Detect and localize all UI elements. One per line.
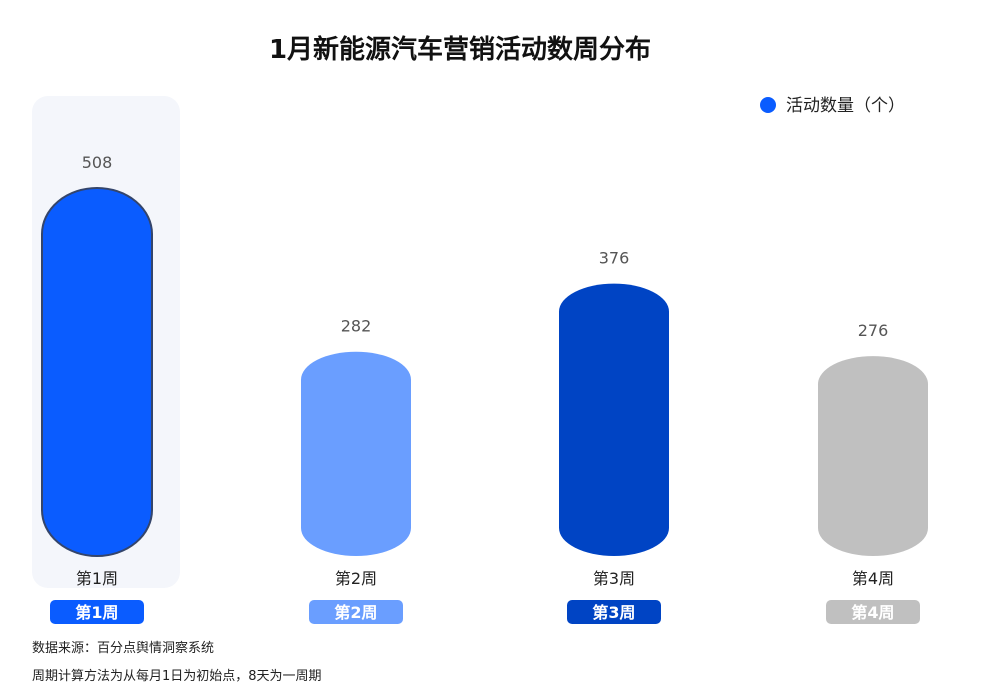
data-source-note: 数据来源：百分点舆情洞察系统 bbox=[32, 641, 215, 656]
week-pill-label-week-2: 第2周 bbox=[334, 603, 377, 622]
value-label-week-2: 282 bbox=[341, 317, 372, 336]
bar-week-3 bbox=[559, 283, 669, 556]
week-pill-label-week-4: 第4周 bbox=[851, 603, 894, 622]
bar-week-2 bbox=[301, 351, 411, 556]
period-method-note: 周期计算方法为从每月1日为初始点，8天为一周期 bbox=[32, 669, 322, 684]
week-pill-week-2 bbox=[309, 600, 403, 624]
category-label-week-1: 第1周 bbox=[76, 569, 118, 588]
week-pill-label-week-1: 第1周 bbox=[75, 603, 118, 622]
chart-title: 1月新能源汽车营销活动数周分布 bbox=[269, 34, 651, 65]
week-pill-week-3 bbox=[567, 600, 661, 624]
week-pill-label-week-3: 第3周 bbox=[592, 603, 635, 622]
value-label-week-3: 376 bbox=[599, 249, 630, 268]
week-pill-week-4 bbox=[826, 600, 920, 624]
value-label-week-1: 508 bbox=[82, 153, 113, 172]
bar-week-4 bbox=[818, 356, 928, 556]
legend-label: 活动数量（个） bbox=[786, 96, 905, 116]
bar-week-1 bbox=[41, 187, 153, 557]
legend-marker bbox=[760, 97, 776, 113]
category-label-week-3: 第3周 bbox=[593, 569, 635, 588]
category-label-week-2: 第2周 bbox=[335, 569, 377, 588]
week-pill-week-1 bbox=[50, 600, 144, 624]
value-label-week-4: 276 bbox=[858, 321, 889, 340]
category-label-week-4: 第4周 bbox=[852, 569, 894, 588]
legend: 活动数量（个） bbox=[760, 96, 905, 116]
